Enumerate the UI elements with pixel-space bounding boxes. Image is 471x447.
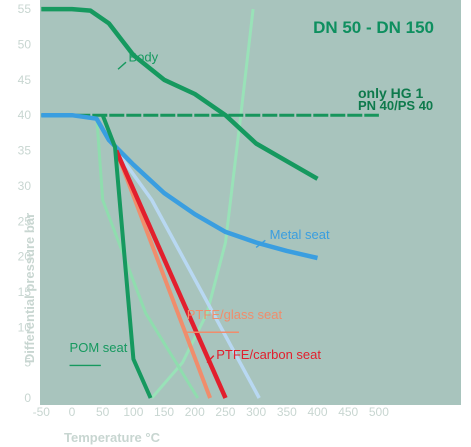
y-tick-label: 20 [18,250,32,264]
limit-annotation-line1: only HG 1 [358,85,424,101]
series-line-metal [41,112,319,261]
label-leader-ptfe-carbon [206,355,215,364]
x-tick-label: 250 [215,405,235,419]
x-tick-labels: -50 0 50 100 150 200 250 300 350 400 450 500 [33,405,390,419]
x-axis-label: Temperature °C [64,430,161,445]
series-line-pom [100,114,153,399]
y-tick-labels: 0 5 10 15 20 25 30 35 40 45 50 55 [18,2,32,405]
x-tick-label: 100 [123,405,143,419]
x-tick-label: 200 [185,405,205,419]
y-tick-label: 50 [18,38,32,52]
y-tick-label: 40 [18,108,32,122]
series-label-pom: POM seat [70,340,128,355]
series-line-faint-rise [150,8,255,399]
y-tick-label: 5 [24,356,31,370]
plot-area [40,0,461,405]
x-tick-label: 450 [338,405,358,419]
series-label-body: Body [128,49,158,64]
y-tick-label: 10 [18,320,32,334]
label-leader-body [117,61,127,70]
series-labels: Body Metal seat POM seat PTFE/glass seat PTF… [69,49,330,367]
limit-annotation-line2: PN 40/PS 40 [358,98,433,113]
series-line-body [41,6,319,181]
x-tick-label: 500 [369,405,389,419]
y-tick-label: 15 [18,285,32,299]
series-label-ptfe-glass: PTFE/glass seat [187,307,283,322]
y-tick-label: 0 [24,391,31,405]
chart-title: DN 50 - DN 150 [313,18,434,37]
x-tick-label: -50 [33,405,51,419]
y-tick-label: 25 [18,214,32,228]
y-tick-label: 30 [18,179,32,193]
y-tick-label: 45 [18,73,32,87]
series-line-ptfe-carbon [114,149,228,399]
series-label-ptfe-carbon: PTFE/carbon seat [216,347,321,362]
label-leader-metal [255,239,266,248]
x-tick-label: 150 [154,405,174,419]
x-tick-label: 0 [69,405,76,419]
y-tick-label: 35 [18,144,32,158]
series-line-ptfe-glass [114,149,212,399]
series-label-metal: Metal seat [270,227,330,242]
x-tick-label: 400 [308,405,328,419]
x-tick-label: 300 [246,405,266,419]
x-tick-label: 350 [277,405,297,419]
y-axis-label: Differential pressure bar [22,213,37,363]
x-tick-label: 50 [96,405,110,419]
y-tick-label: 55 [18,2,32,16]
